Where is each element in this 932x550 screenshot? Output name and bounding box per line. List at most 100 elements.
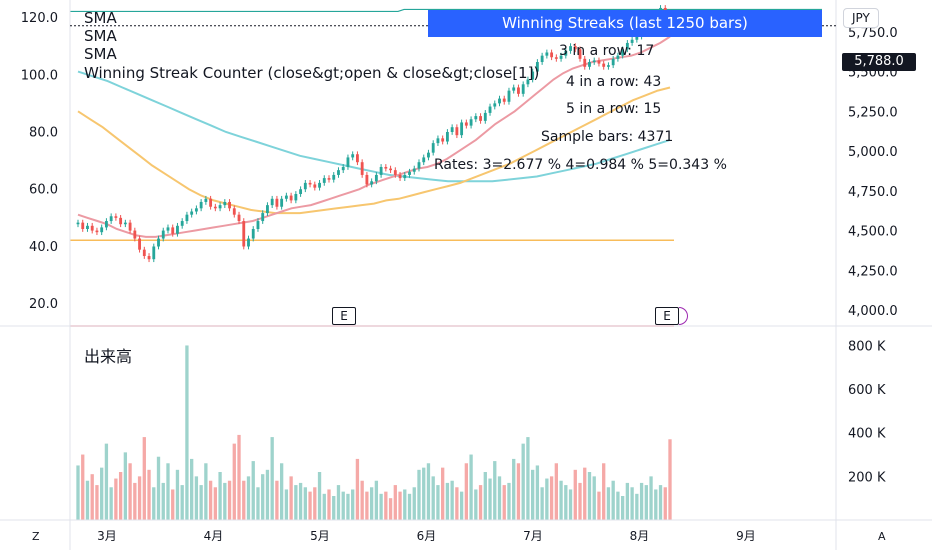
candle-body <box>161 230 165 239</box>
volume-bar <box>521 443 525 520</box>
time-tick-label: 8月 <box>630 529 650 543</box>
volume-bar <box>606 487 611 520</box>
earnings-marker[interactable]: E <box>332 307 356 325</box>
volume-bar <box>620 496 625 520</box>
candle-body <box>578 49 582 59</box>
volume-bar <box>171 489 175 520</box>
candle-body <box>403 174 407 179</box>
indicator-tick-label: 40.0 <box>29 240 58 255</box>
candle-body <box>185 214 189 222</box>
volume-bar <box>95 485 99 520</box>
candle-body <box>171 227 175 234</box>
volume-bar <box>478 485 483 520</box>
candle-body <box>157 238 160 247</box>
volume-bar <box>512 458 516 520</box>
candle-body <box>313 184 317 188</box>
price-tick-label: 4,250.0 <box>848 264 898 279</box>
earnings-marker[interactable]: E <box>655 307 679 325</box>
currency-button[interactable]: JPY <box>843 8 879 28</box>
candle-body <box>166 227 170 231</box>
candle-body <box>540 55 544 63</box>
candle-body <box>583 58 587 67</box>
candle-body <box>531 71 535 80</box>
streak-row-3: 3 in a row: 17 <box>559 43 655 59</box>
price-tick-label: 4,750.0 <box>848 185 898 200</box>
volume-label[interactable]: 出来高 <box>84 347 133 366</box>
candle-body <box>303 182 307 190</box>
volume-bar <box>587 472 592 520</box>
auto-scale-button[interactable]: A <box>878 530 886 543</box>
candle-body <box>190 211 194 215</box>
volume-bar <box>502 485 506 520</box>
candle-body <box>502 98 506 102</box>
volume-bar <box>441 467 445 520</box>
volume-bar <box>218 472 222 520</box>
candle-body <box>460 122 464 136</box>
volume-bar <box>639 482 644 520</box>
candle-body <box>199 201 203 209</box>
indicator-tick-label: 100.0 <box>21 68 58 83</box>
legend-sma-1[interactable]: SMA <box>84 9 117 27</box>
volume-bar <box>549 476 554 520</box>
candle-body <box>455 127 459 136</box>
candle-body <box>142 249 146 257</box>
indicator-tick-label: 80.0 <box>29 126 58 141</box>
volume-bar <box>180 485 184 520</box>
candle-body <box>275 198 279 207</box>
time-tick-label: 9月 <box>736 529 756 543</box>
volume-bar <box>483 472 487 520</box>
volume-bar <box>602 463 606 520</box>
candle-body <box>147 256 151 260</box>
candle-body <box>526 79 530 85</box>
volume-tick-label: 200 K <box>848 470 886 485</box>
volume-bar <box>493 461 497 520</box>
candle-body <box>597 60 601 64</box>
candle-body <box>469 119 473 126</box>
volume-bar <box>128 463 132 520</box>
candle-body <box>242 221 246 247</box>
volume-bar <box>417 469 421 520</box>
volume-bar <box>668 439 672 520</box>
volume-bar <box>284 489 289 520</box>
volume-bar <box>535 465 540 520</box>
volume-bar <box>379 493 383 520</box>
candle-body <box>76 222 80 225</box>
legend-sma-2[interactable]: SMA <box>84 27 117 45</box>
volume-bar <box>194 476 199 520</box>
candle-body <box>341 166 345 171</box>
volume-bar <box>450 480 454 520</box>
candle-body <box>86 225 89 229</box>
last-price-label: 5,788.0 <box>842 53 916 71</box>
candle-body <box>114 216 118 218</box>
streak-row-4: 4 in a row: 43 <box>566 74 662 90</box>
volume-bar <box>327 489 331 520</box>
volume-bar <box>332 496 336 520</box>
candle-body <box>607 65 610 67</box>
timezone-button[interactable]: Z <box>32 530 40 543</box>
volume-bar <box>611 480 615 520</box>
volume-bar <box>635 493 639 520</box>
candle-body <box>384 166 388 169</box>
legend-indicator[interactable]: Winning Streak Counter (close&gt;open & … <box>84 64 540 82</box>
candle-body <box>152 246 156 260</box>
candle-body <box>95 230 99 233</box>
candle-body <box>360 162 364 175</box>
candle-body <box>209 198 213 207</box>
indicator-tick-label: 60.0 <box>29 183 58 198</box>
candle-body <box>280 198 284 207</box>
candle-body <box>564 50 568 56</box>
price-tick-label: 4,000.0 <box>848 304 898 319</box>
candle-body <box>550 52 554 58</box>
volume-tick-label: 800 K <box>848 339 886 354</box>
candle-body <box>119 217 123 225</box>
candle-body <box>365 174 369 185</box>
candle-body <box>569 46 572 51</box>
candle-body <box>180 221 184 226</box>
candle-body <box>393 170 397 175</box>
legend-sma-3[interactable]: SMA <box>84 45 117 63</box>
volume-bar <box>351 489 355 520</box>
volume-bar <box>204 463 208 520</box>
volume-bar <box>142 437 146 520</box>
candle-body <box>133 230 137 239</box>
